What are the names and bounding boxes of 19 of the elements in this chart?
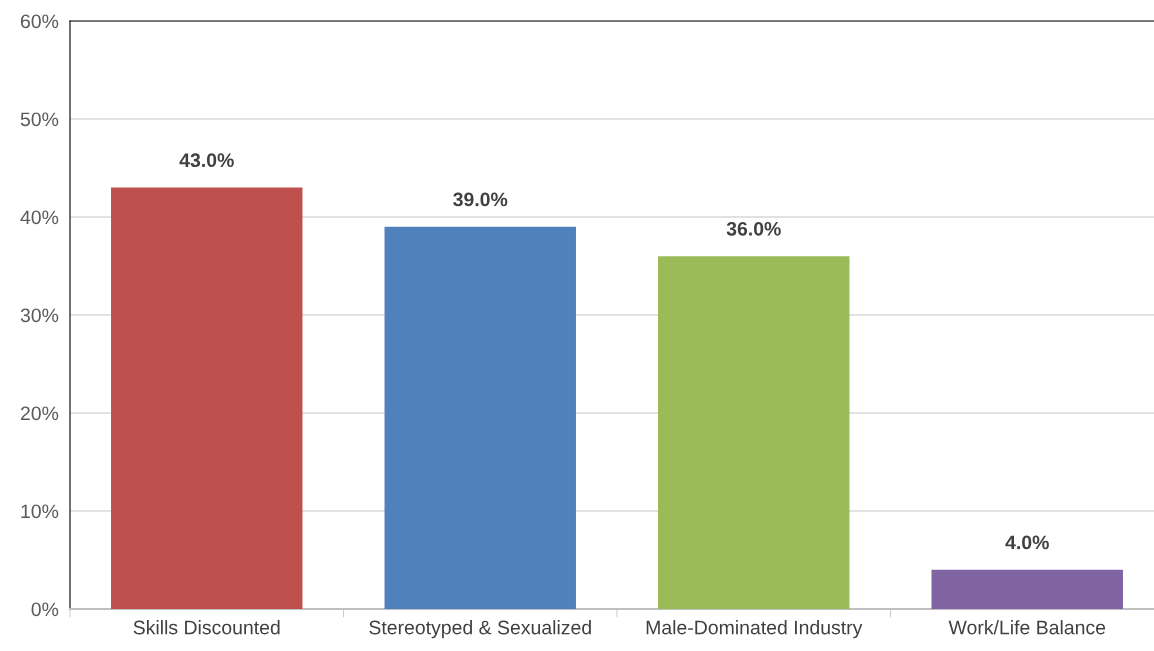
y-tick-label: 40%	[20, 210, 59, 225]
bar	[931, 569, 1123, 609]
y-tick-label: 20%	[20, 406, 59, 421]
data-label: 39.0%	[453, 192, 508, 207]
y-tick-label: 60%	[20, 14, 59, 29]
x-tick-label: Stereotyped & Sexualized	[369, 620, 591, 639]
data-label: 43.0%	[179, 153, 234, 168]
x-tick-label: Work/Life Balance	[948, 620, 1106, 635]
bar	[658, 256, 850, 609]
data-label: 4.0%	[1005, 535, 1049, 550]
bar	[111, 187, 303, 609]
x-tick-label: Male-Dominated Industry	[646, 620, 863, 639]
y-tick-label: 30%	[20, 308, 59, 323]
bar	[384, 226, 576, 609]
y-tick-label: 50%	[20, 112, 59, 127]
y-tick-label: 0%	[31, 602, 59, 617]
data-label: 36.0%	[726, 221, 781, 236]
y-tick-label: 10%	[21, 504, 59, 519]
x-tick-label: Skills Discounted	[133, 620, 280, 635]
